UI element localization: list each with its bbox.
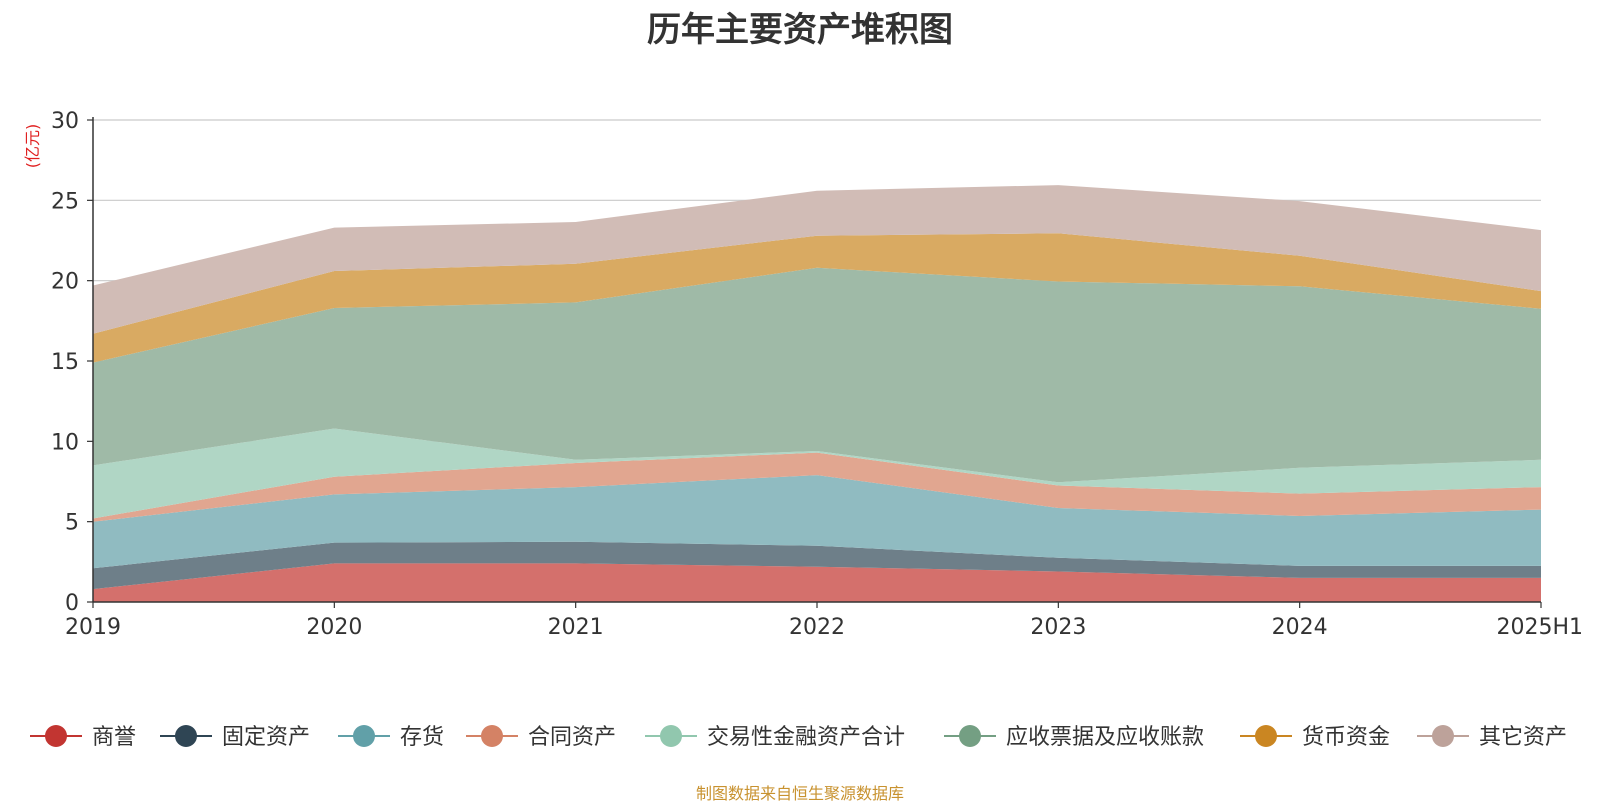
- area-series-group: [93, 185, 1541, 602]
- legend-marker: [353, 725, 375, 747]
- y-axis-unit-label: (亿元): [23, 124, 42, 169]
- legend-label: 合同资产: [528, 725, 616, 750]
- x-tick-label: 2025H1: [1496, 615, 1583, 640]
- legend-label: 存货: [400, 725, 444, 750]
- legend-item-2[interactable]: 存货: [338, 725, 444, 750]
- source-footnote: 制图数据来自恒生聚源数据库: [695, 784, 904, 803]
- area-series-3: [93, 452, 1541, 522]
- legend-item-5[interactable]: 应收票据及应收账款: [944, 725, 1204, 750]
- area-series-1: [93, 541, 1541, 590]
- legend-marker: [481, 725, 503, 747]
- x-tick-label: 2023: [1030, 615, 1086, 640]
- x-tick-label: 2024: [1272, 615, 1328, 640]
- legend-marker: [1255, 725, 1277, 747]
- legend-marker: [660, 725, 682, 747]
- area-series-5: [93, 267, 1541, 483]
- legend-item-1[interactable]: 固定资产: [160, 725, 310, 750]
- legend-marker: [959, 725, 981, 747]
- legend-item-7[interactable]: 其它资产: [1417, 725, 1567, 750]
- y-tick-label: 5: [65, 511, 79, 536]
- area-series-7: [93, 185, 1541, 334]
- legend-item-6[interactable]: 货币资金: [1240, 725, 1390, 750]
- legend-label: 货币资金: [1302, 725, 1390, 750]
- area-series-6: [93, 233, 1541, 363]
- x-tick-label: 2022: [789, 615, 845, 640]
- area-series-4: [93, 428, 1541, 519]
- legend-item-3[interactable]: 合同资产: [466, 725, 616, 750]
- legend-label: 固定资产: [222, 725, 310, 750]
- axes: 0 5 10 15 20 25 30 2019 2020 2021 2022 2023 2024 2025…: [51, 109, 1583, 640]
- legend-label: 其它资产: [1479, 725, 1567, 750]
- x-tick-label: 2019: [65, 615, 121, 640]
- x-tick-label: 2020: [306, 615, 362, 640]
- y-tick-label: 30: [51, 109, 79, 134]
- legend-item-4[interactable]: 交易性金融资产合计: [645, 725, 905, 750]
- legend-marker: [1432, 725, 1454, 747]
- area-series-0: [93, 563, 1541, 602]
- legend-marker: [175, 725, 197, 747]
- y-tick-label: 0: [65, 591, 79, 616]
- stacked-area-chart: 0 5 10 15 20 25 30 2019 2020 2021 2022 2023 2024 2025…: [23, 109, 1583, 750]
- area-series-2: [93, 475, 1541, 569]
- x-tick-label: 2021: [548, 615, 604, 640]
- legend[interactable]: 商誉 固定资产 存货 合同资产 交易性金融资产合计 应收票据及应收账款 货币资金 其它资产: [30, 725, 1567, 750]
- y-tick-label: 25: [51, 189, 79, 214]
- chart-title: 历年主要资产堆积图: [647, 10, 953, 50]
- legend-marker: [45, 725, 67, 747]
- y-tick-label: 15: [51, 350, 79, 375]
- legend-label: 商誉: [92, 725, 136, 750]
- legend-label: 应收票据及应收账款: [1006, 725, 1204, 750]
- legend-item-0[interactable]: 商誉: [30, 725, 136, 750]
- y-tick-label: 10: [51, 430, 79, 455]
- legend-label: 交易性金融资产合计: [707, 725, 905, 750]
- y-tick-label: 20: [51, 270, 79, 295]
